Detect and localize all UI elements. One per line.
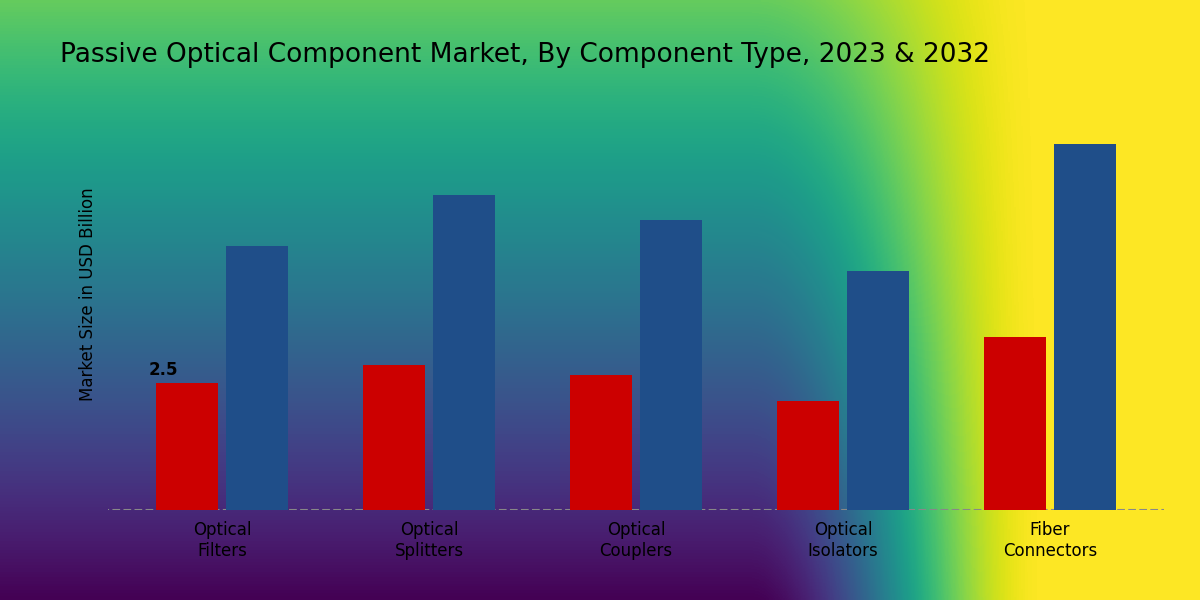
Bar [984, 337, 1046, 510]
Bar [847, 271, 910, 510]
Text: Passive Optical Component Market, By Component Type, 2023 & 2032: Passive Optical Component Market, By Com… [60, 42, 990, 68]
Bar [433, 195, 496, 510]
Text: 2.5: 2.5 [149, 361, 179, 379]
Bar [570, 376, 632, 510]
Bar [1055, 144, 1116, 510]
Bar [156, 383, 217, 510]
Bar [640, 220, 702, 510]
Bar [362, 365, 425, 510]
Bar [776, 401, 839, 510]
Y-axis label: Market Size in USD Billion: Market Size in USD Billion [79, 187, 97, 401]
Bar [226, 246, 288, 510]
